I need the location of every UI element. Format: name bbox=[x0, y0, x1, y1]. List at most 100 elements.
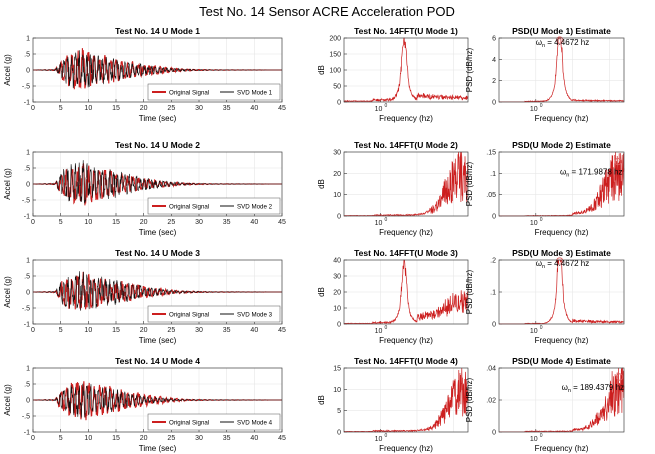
y-tick-label: 1 bbox=[26, 258, 30, 265]
x-axis-label: Time (sec) bbox=[139, 114, 177, 123]
y-tick-label: 0 bbox=[337, 430, 341, 437]
x-tick-label: 10 bbox=[530, 328, 538, 335]
legend-label: SVD Mode 2 bbox=[237, 204, 273, 211]
y-tick-label: .1 bbox=[490, 290, 496, 297]
y-tick-label: -.5 bbox=[22, 84, 30, 91]
y-tick-label: .05 bbox=[486, 192, 496, 199]
peak-annotation: ωn = 171.9878 hz bbox=[560, 168, 622, 179]
x-tick-label: 10 bbox=[530, 436, 538, 443]
legend-box bbox=[147, 413, 281, 431]
x-tick-label: 10 bbox=[84, 105, 92, 112]
x-tick-label: 25 bbox=[167, 435, 175, 442]
y-tick-label: -1 bbox=[24, 322, 30, 329]
peak-annotation: ωn = 4.4672 hz bbox=[536, 38, 590, 49]
spectrum-line bbox=[343, 37, 469, 103]
chart-title: Test No. 14 U Mode 4 bbox=[115, 356, 200, 366]
axes-box bbox=[498, 151, 625, 217]
spectrum-line bbox=[344, 151, 469, 217]
x-tick-label: 0 bbox=[31, 105, 35, 112]
y-axis-label: Accel (g) bbox=[3, 168, 12, 200]
x-tick-label: 35 bbox=[223, 219, 231, 226]
x-tick-label: 5 bbox=[59, 435, 63, 442]
x-tick-label: 35 bbox=[223, 105, 231, 112]
x-tick-label: 10 bbox=[530, 106, 538, 113]
y-tick-label: 6 bbox=[492, 36, 496, 43]
legend-label: SVD Mode 3 bbox=[237, 312, 273, 319]
x-tick-label: 5 bbox=[59, 105, 63, 112]
x-tick-label: 20 bbox=[140, 435, 148, 442]
y-tick-label: 0 bbox=[26, 68, 30, 75]
x-axis-label: Time (sec) bbox=[139, 336, 177, 345]
y-tick-label: .2 bbox=[490, 258, 496, 265]
legend-label: Original Signal bbox=[169, 420, 209, 427]
x-tick-label: 15 bbox=[112, 219, 120, 226]
x-axis-label: Frequency (hz) bbox=[379, 444, 433, 453]
y-tick-label: 10 bbox=[333, 192, 341, 199]
y-tick-label: 200 bbox=[329, 36, 341, 43]
plot-area bbox=[344, 368, 468, 432]
y-tick-label: 30 bbox=[333, 274, 341, 281]
axes-box bbox=[32, 37, 283, 103]
chart-title: Test No. 14 U Mode 1 bbox=[115, 26, 200, 36]
x-tick-label: 10 bbox=[375, 106, 383, 113]
x-tick-label: 35 bbox=[223, 327, 231, 334]
legend-box bbox=[147, 83, 281, 101]
y-axis-label: PSD (dB/hz) bbox=[465, 269, 474, 314]
subplot-4-1: Test No. 14 U Mode 4 Accel (g) Time (sec) 0… bbox=[3, 356, 286, 453]
subplot-2-1: Test No. 14 U Mode 2 Accel (g) Time (sec) 0… bbox=[3, 140, 286, 237]
series-line bbox=[33, 271, 282, 311]
x-tick-label: 15 bbox=[112, 327, 120, 334]
x-tick-label: 40 bbox=[250, 219, 258, 226]
x-tick-label: 10 bbox=[84, 219, 92, 226]
x-tick-label: 0 bbox=[31, 435, 35, 442]
x-tick-label: 40 bbox=[250, 105, 258, 112]
y-tick-label: 0 bbox=[492, 322, 496, 329]
y-tick-label: 30 bbox=[333, 150, 341, 157]
legend-box bbox=[147, 305, 281, 323]
figure-title: Test No. 14 Sensor ACRE Acceleration POD bbox=[199, 4, 455, 19]
subplot-1-2: Test No. 14FFT(U Mode 1) dB Frequency (hz)… bbox=[317, 26, 469, 123]
y-tick-label: .15 bbox=[486, 150, 496, 157]
y-tick-label: 10 bbox=[333, 387, 341, 394]
x-tick-exponent: 0 bbox=[384, 325, 387, 331]
y-tick-label: 5 bbox=[337, 408, 341, 415]
y-tick-label: 0 bbox=[26, 182, 30, 189]
peak-marker bbox=[556, 257, 564, 265]
legend-label: SVD Mode 4 bbox=[237, 420, 273, 427]
x-tick-label: 10 bbox=[375, 436, 383, 443]
x-tick-label: 45 bbox=[278, 327, 286, 334]
y-tick-label: 150 bbox=[329, 52, 341, 59]
y-tick-label: -.5 bbox=[22, 414, 30, 421]
axes-box bbox=[32, 151, 283, 217]
x-tick-exponent: 0 bbox=[540, 325, 543, 331]
x-tick-label: 45 bbox=[278, 105, 286, 112]
axes-box bbox=[343, 37, 469, 103]
y-tick-label: 0 bbox=[337, 100, 341, 107]
x-axis-label: Frequency (hz) bbox=[535, 228, 589, 237]
axes-box bbox=[343, 367, 469, 433]
plot-area bbox=[344, 152, 468, 216]
y-tick-label: 20 bbox=[333, 290, 341, 297]
x-tick-label: 30 bbox=[195, 105, 203, 112]
x-tick-label: 0 bbox=[31, 327, 35, 334]
axes-box bbox=[32, 367, 283, 433]
subplot-2-2: Test No. 14FFT(U Mode 2) dB Frequency (hz)… bbox=[317, 140, 469, 237]
legend: Original Signal SVD Mode 3 bbox=[147, 305, 281, 323]
chart-title: Test No. 14 U Mode 2 bbox=[115, 140, 200, 150]
legend-label: Original Signal bbox=[169, 90, 209, 97]
y-tick-label: 20 bbox=[333, 171, 341, 178]
y-tick-label: -1 bbox=[24, 100, 30, 107]
y-tick-label: .5 bbox=[24, 52, 30, 59]
peak-marker bbox=[615, 373, 624, 381]
y-axis-label: dB bbox=[317, 65, 326, 75]
y-tick-label: 100 bbox=[329, 68, 341, 75]
y-tick-label: .5 bbox=[24, 382, 30, 389]
x-tick-label: 20 bbox=[140, 327, 148, 334]
x-tick-label: 15 bbox=[112, 105, 120, 112]
axes-box bbox=[32, 259, 283, 325]
y-tick-label: 1 bbox=[26, 366, 30, 373]
y-tick-label: -1 bbox=[24, 430, 30, 437]
series-line bbox=[33, 50, 282, 89]
y-axis-label: dB bbox=[317, 395, 326, 405]
chart-title: PSD(U Mode 3) Estimate bbox=[512, 248, 611, 258]
